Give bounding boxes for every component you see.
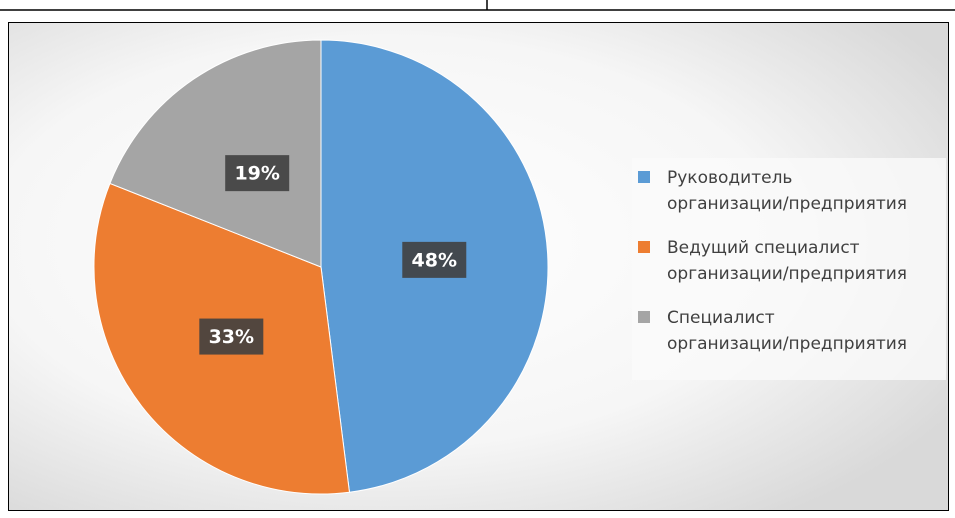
data-label: 19% [234, 163, 279, 185]
data-label: 48% [412, 249, 457, 271]
legend-swatch [638, 241, 650, 253]
data-label-box [402, 241, 467, 278]
legend-label: Руководитель организации/предприятия [667, 168, 907, 214]
legend-label: Специалист организации/предприятия [667, 308, 907, 354]
legend-swatch [638, 171, 650, 183]
legend-swatch [638, 311, 650, 323]
pie [93, 39, 549, 495]
pie-slice [109, 39, 322, 268]
legend-label: Ведущий специалист организации/предприяти… [667, 238, 907, 284]
data-label-box [225, 155, 290, 192]
data-label-box [199, 318, 264, 355]
legend: Руководитель организации/предприятия Ведущ… [638, 168, 907, 354]
data-label: 33% [209, 326, 254, 348]
data-labels: 48% 33% 19% [199, 155, 467, 355]
legend-box [632, 158, 946, 380]
